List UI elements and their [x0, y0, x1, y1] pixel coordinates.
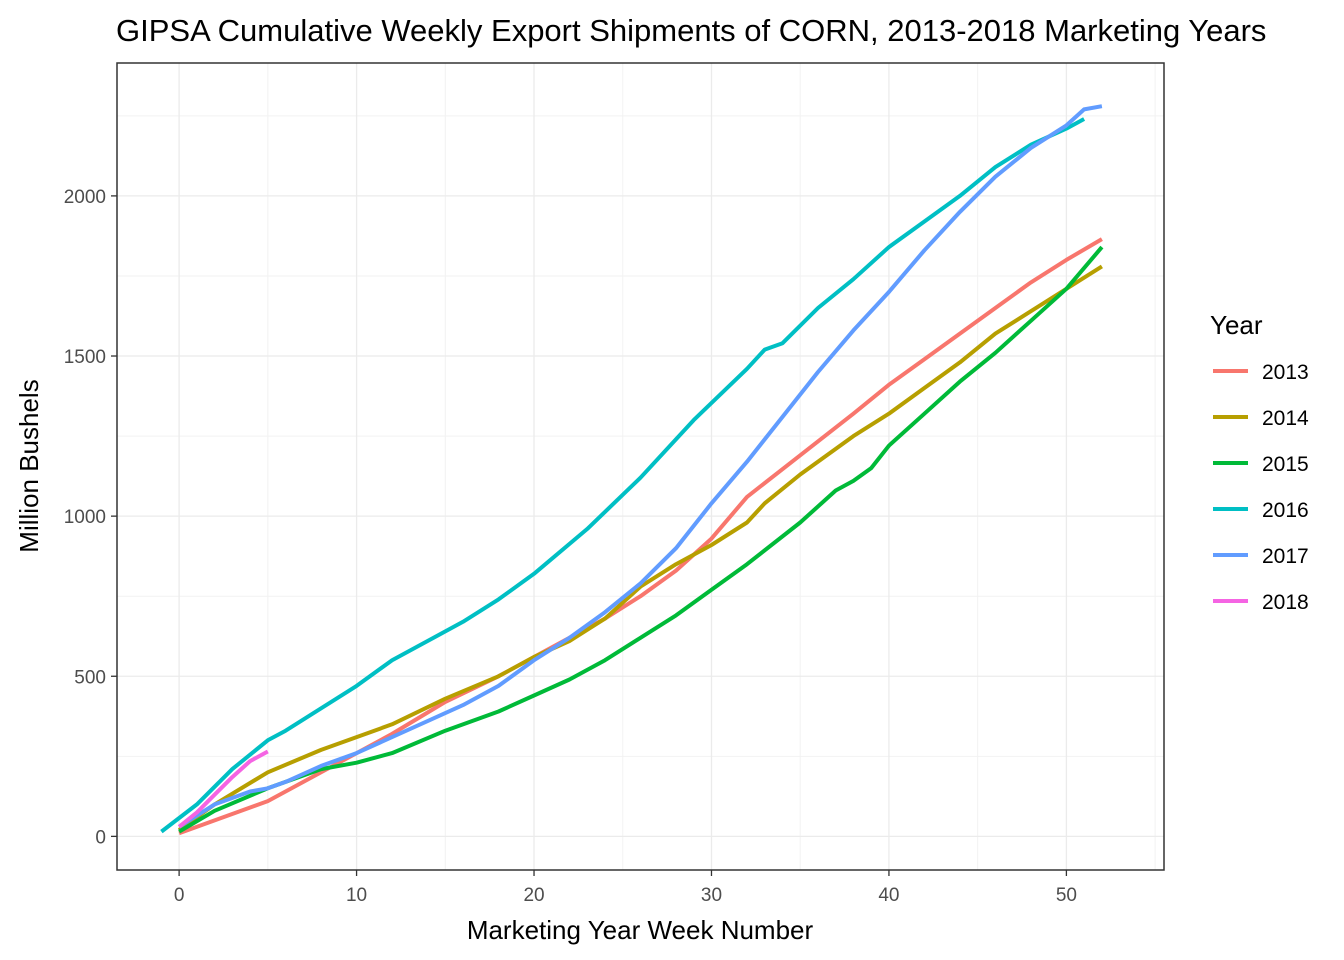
x-axis-title: Marketing Year Week Number [467, 915, 814, 945]
y-tick-label: 1000 [64, 507, 106, 528]
series-line-2013 [178, 237, 1103, 836]
series-lines [160, 104, 1104, 836]
legend-title: Year [1210, 310, 1263, 340]
y-axis-title: Million Bushels [14, 379, 44, 552]
grid-minor [117, 63, 1164, 870]
y-tick-label: 0 [95, 827, 106, 848]
x-tick-label: 0 [174, 885, 185, 906]
x-tick-label: 20 [523, 885, 544, 906]
plot-panel-border [116, 62, 1165, 871]
legend-label-2014: 2014 [1262, 407, 1309, 430]
x-tick-label: 10 [346, 885, 367, 906]
y-tick-label: 2000 [64, 187, 106, 208]
legend-label-2013: 2013 [1262, 361, 1309, 384]
x-tick-label: 40 [878, 885, 899, 906]
legend-label-2018: 2018 [1262, 591, 1309, 614]
series-line-2014 [177, 264, 1103, 832]
legend-label-2015: 2015 [1262, 453, 1309, 476]
y-tick-label: 1500 [64, 347, 106, 368]
chart-title: GIPSA Cumulative Weekly Export Shipments… [116, 13, 1266, 48]
legend-label-2017: 2017 [1262, 545, 1309, 568]
series-line-2017 [178, 104, 1103, 829]
series-line-2015 [178, 245, 1104, 834]
grid-major [117, 63, 1164, 870]
series-line-2016 [160, 117, 1086, 834]
x-tick-label: 50 [1056, 885, 1077, 906]
legend: Year 2013 2014 2015 2016 2017 2018 [1210, 310, 1309, 614]
y-axis: 0 500 1000 1500 2000 [64, 187, 117, 848]
y-tick-label: 500 [74, 667, 106, 688]
x-axis: 0 10 20 30 40 50 [174, 870, 1077, 906]
legend-label-2016: 2016 [1262, 499, 1309, 522]
series-line-2018 [177, 749, 269, 829]
x-tick-label: 30 [701, 885, 722, 906]
